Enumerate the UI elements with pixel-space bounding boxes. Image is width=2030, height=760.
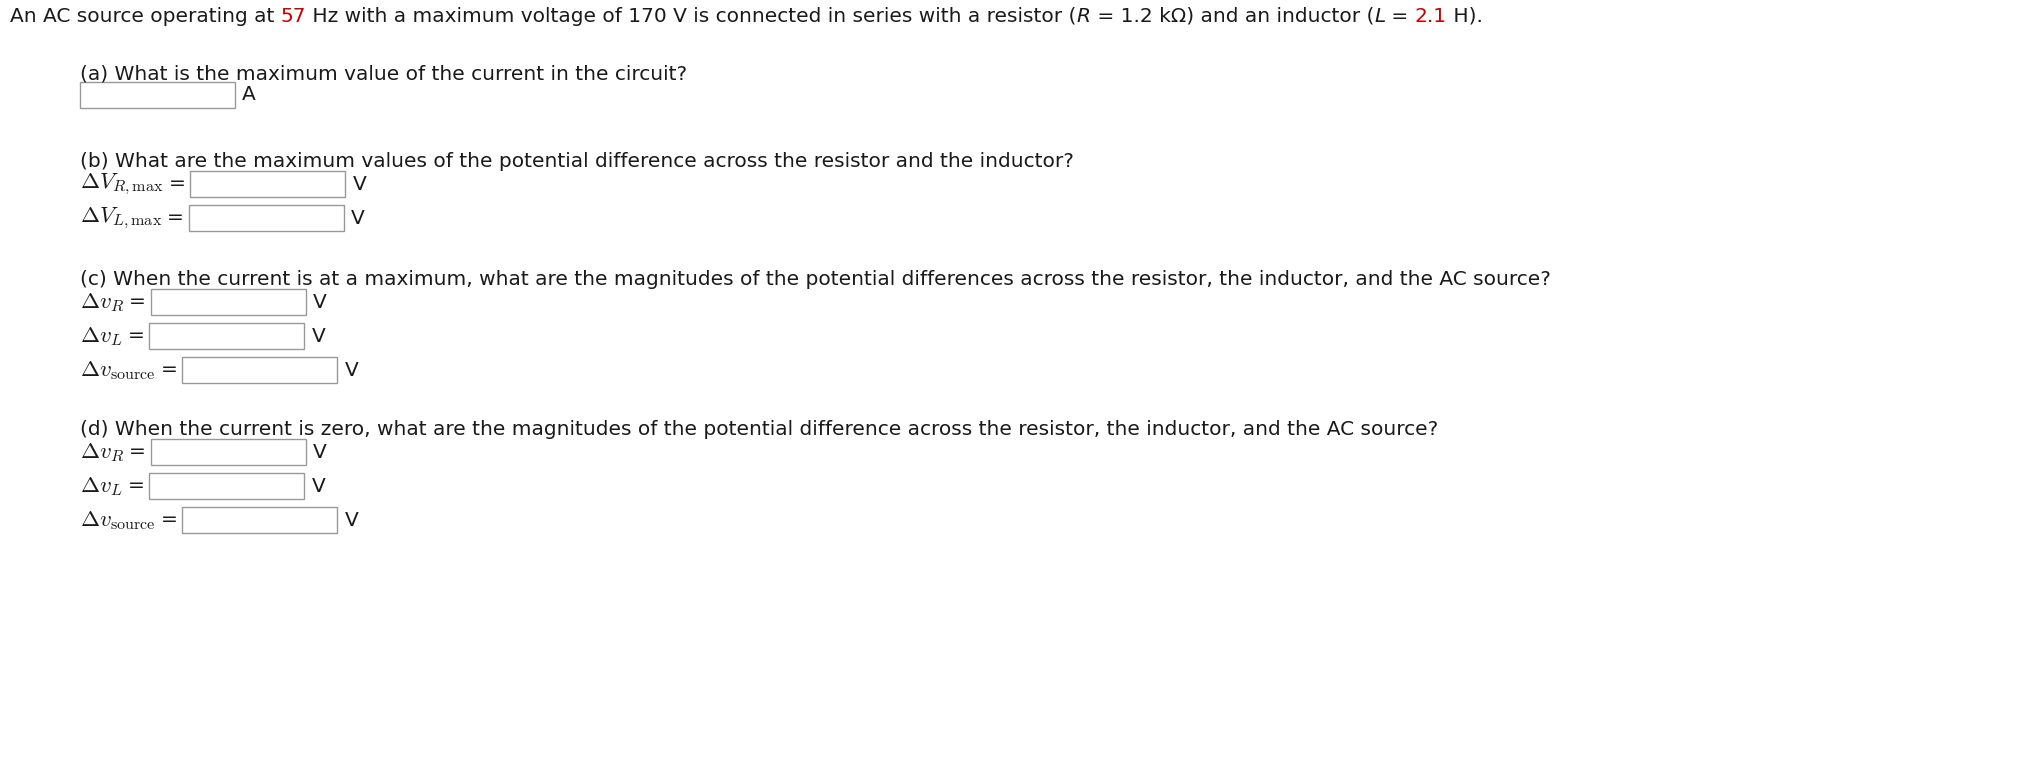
Text: =: = bbox=[168, 175, 185, 194]
Text: R: R bbox=[1076, 7, 1090, 26]
Text: =: = bbox=[128, 477, 144, 496]
Text: 2.1: 2.1 bbox=[1415, 7, 1447, 26]
Text: (a) What is the maximum value of the current in the circuit?: (a) What is the maximum value of the cur… bbox=[79, 65, 686, 84]
Text: $\Delta V_{L,\mathrm{max}}$: $\Delta V_{L,\mathrm{max}}$ bbox=[79, 205, 162, 231]
Text: =: = bbox=[160, 511, 177, 530]
Text: V: V bbox=[345, 360, 357, 379]
Text: A: A bbox=[242, 86, 256, 105]
Text: $\Delta v_{L}$: $\Delta v_{L}$ bbox=[79, 325, 122, 347]
Text: =: = bbox=[130, 293, 146, 312]
Text: $\Delta v_{R}$: $\Delta v_{R}$ bbox=[79, 290, 124, 313]
Text: 57: 57 bbox=[280, 7, 307, 26]
Text: =: = bbox=[128, 327, 144, 346]
FancyBboxPatch shape bbox=[191, 171, 345, 197]
Text: =: = bbox=[160, 360, 177, 379]
Text: An AC source operating at: An AC source operating at bbox=[10, 7, 280, 26]
Text: (b) What are the maximum values of the potential difference across the resistor : (b) What are the maximum values of the p… bbox=[79, 152, 1074, 171]
Text: $\Delta v_{\mathrm{source}}$: $\Delta v_{\mathrm{source}}$ bbox=[79, 508, 156, 531]
Text: V: V bbox=[311, 477, 325, 496]
Text: (d) When the current is zero, what are the magnitudes of the potential differenc: (d) When the current is zero, what are t… bbox=[79, 420, 1437, 439]
Text: Hz with a maximum voltage of 170 V is connected in series with a resistor (: Hz with a maximum voltage of 170 V is co… bbox=[307, 7, 1076, 26]
FancyBboxPatch shape bbox=[183, 507, 337, 533]
Text: =: = bbox=[130, 442, 146, 461]
FancyBboxPatch shape bbox=[150, 323, 304, 349]
FancyBboxPatch shape bbox=[189, 205, 345, 231]
Text: $\Delta v_{L}$: $\Delta v_{L}$ bbox=[79, 474, 122, 498]
Text: V: V bbox=[313, 293, 327, 312]
Text: V: V bbox=[313, 442, 327, 461]
Text: $\Delta v_{\mathrm{source}}$: $\Delta v_{\mathrm{source}}$ bbox=[79, 359, 156, 382]
Text: V: V bbox=[311, 327, 325, 346]
Text: = 1.2 kΩ) and an inductor (: = 1.2 kΩ) and an inductor ( bbox=[1090, 7, 1374, 26]
FancyBboxPatch shape bbox=[150, 289, 307, 315]
Text: L: L bbox=[1374, 7, 1384, 26]
FancyBboxPatch shape bbox=[183, 357, 337, 383]
Text: V: V bbox=[353, 175, 365, 194]
Text: (c) When the current is at a maximum, what are the magnitudes of the potential d: (c) When the current is at a maximum, wh… bbox=[79, 270, 1551, 289]
Text: =: = bbox=[166, 208, 185, 227]
FancyBboxPatch shape bbox=[150, 473, 304, 499]
Text: $\Delta v_{R}$: $\Delta v_{R}$ bbox=[79, 441, 124, 464]
FancyBboxPatch shape bbox=[150, 439, 307, 465]
Text: V: V bbox=[351, 208, 365, 227]
Text: =: = bbox=[1384, 7, 1415, 26]
Text: H).: H). bbox=[1447, 7, 1482, 26]
Text: V: V bbox=[345, 511, 357, 530]
Text: $\Delta V_{R,\mathrm{max}}$: $\Delta V_{R,\mathrm{max}}$ bbox=[79, 171, 164, 197]
FancyBboxPatch shape bbox=[79, 82, 235, 108]
